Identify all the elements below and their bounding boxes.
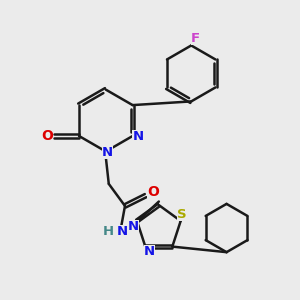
Text: N: N — [132, 130, 143, 142]
Text: S: S — [177, 208, 187, 221]
Text: O: O — [147, 185, 159, 199]
Text: H: H — [103, 225, 114, 238]
Text: N: N — [116, 225, 128, 238]
Text: F: F — [191, 32, 200, 45]
Text: N: N — [144, 245, 155, 258]
Text: O: O — [42, 129, 53, 143]
Text: N: N — [128, 220, 139, 233]
Text: N: N — [102, 146, 113, 159]
